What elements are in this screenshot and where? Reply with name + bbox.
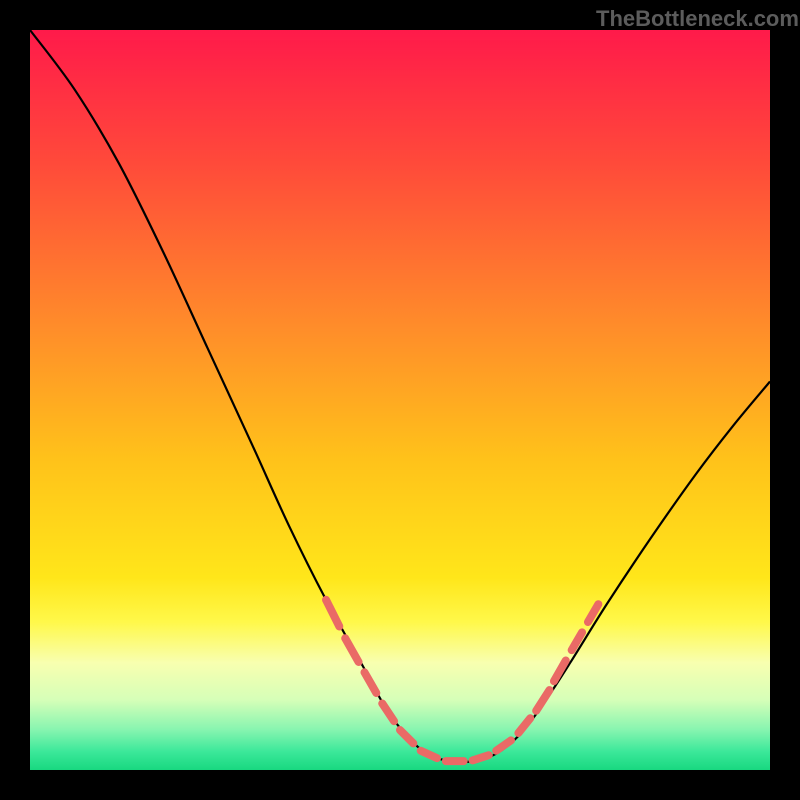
watermark-text: TheBottleneck.com bbox=[596, 6, 799, 32]
chart-frame: TheBottleneck.com bbox=[0, 0, 800, 800]
plot-background bbox=[30, 30, 770, 770]
accent-dash bbox=[473, 755, 489, 760]
bottleneck-curve-chart bbox=[0, 0, 800, 800]
